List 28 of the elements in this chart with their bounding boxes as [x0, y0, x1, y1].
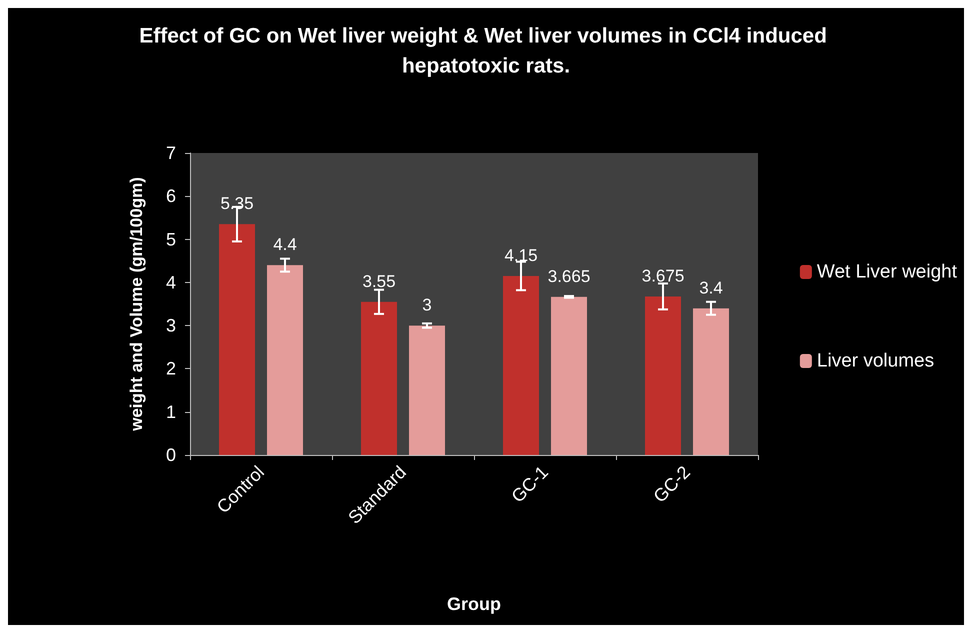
y-tick-label: 0 [166, 445, 176, 465]
x-axis-title: Group [447, 594, 501, 614]
chart-title: Effect of GC on Wet liver weight & Wet liver volumes in CCl4 induced hepatotoxic rats. [139, 24, 833, 78]
data-label: 4.4 [273, 235, 297, 254]
data-label: 3.665 [548, 266, 590, 286]
bar [693, 308, 729, 455]
data-label: 4.15 [504, 246, 538, 265]
y-tick-label: 2 [166, 358, 176, 379]
bar [409, 326, 445, 455]
y-tick-label: 5 [166, 229, 176, 250]
y-tick-label: 3 [166, 316, 176, 336]
data-label: 3.4 [699, 278, 723, 298]
y-tick-label: 4 [166, 272, 176, 292]
bar [267, 265, 303, 455]
bar [645, 296, 681, 455]
bar [219, 224, 255, 455]
y-axis-title: weight and Volume (gm/100gm) [127, 177, 146, 432]
data-label: 3.675 [642, 266, 684, 286]
data-label: 3 [422, 296, 432, 315]
y-tick-label: 6 [166, 186, 176, 206]
y-tick-label: 7 [166, 143, 176, 163]
bar [361, 302, 397, 455]
data-label: 3.55 [362, 272, 396, 291]
bar [503, 276, 539, 455]
y-tick-label: 1 [166, 402, 176, 422]
legend-label: Liver volumes [816, 350, 934, 372]
bar [551, 296, 587, 455]
legend-label: Wet Liver weight [816, 262, 958, 282]
